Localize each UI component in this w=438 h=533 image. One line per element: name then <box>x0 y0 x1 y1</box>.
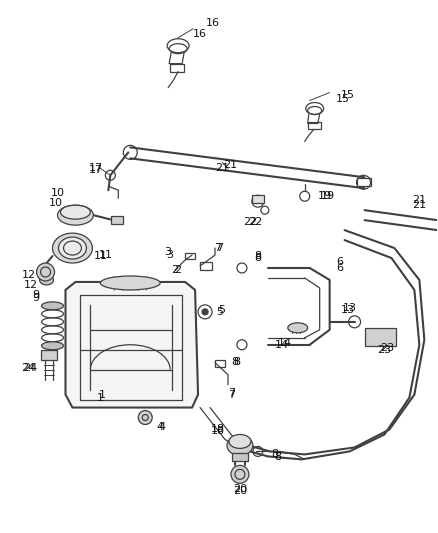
Polygon shape <box>66 282 198 408</box>
Text: 4: 4 <box>157 423 164 432</box>
Circle shape <box>202 309 208 315</box>
Text: 14: 14 <box>275 340 289 350</box>
Ellipse shape <box>60 205 90 219</box>
Text: 15: 15 <box>341 90 355 100</box>
Text: 3: 3 <box>165 247 172 257</box>
Text: 16: 16 <box>206 18 220 28</box>
Text: 7: 7 <box>228 387 236 398</box>
Text: 16: 16 <box>193 29 207 39</box>
Text: 8: 8 <box>231 357 239 367</box>
Text: 5: 5 <box>219 305 226 315</box>
Text: 22: 22 <box>248 217 262 227</box>
Text: 10: 10 <box>50 188 64 198</box>
Text: 21: 21 <box>223 160 237 171</box>
Bar <box>364 328 396 346</box>
Text: 14: 14 <box>278 338 292 348</box>
Text: 3: 3 <box>166 250 173 260</box>
Text: 21: 21 <box>215 163 229 173</box>
Text: 24: 24 <box>24 362 38 373</box>
Text: 19: 19 <box>318 191 332 201</box>
Ellipse shape <box>42 342 64 350</box>
Text: 13: 13 <box>343 303 357 313</box>
Text: 23: 23 <box>378 345 392 355</box>
Text: 10: 10 <box>49 198 63 208</box>
Text: 8: 8 <box>254 251 261 261</box>
Text: 1: 1 <box>99 390 106 400</box>
Bar <box>111 216 124 224</box>
Text: 24: 24 <box>21 362 36 373</box>
Text: 6: 6 <box>336 257 343 267</box>
Text: 19: 19 <box>321 191 335 201</box>
Text: 7: 7 <box>216 243 223 253</box>
Text: 8: 8 <box>233 357 240 367</box>
Ellipse shape <box>42 302 64 310</box>
Ellipse shape <box>227 435 253 455</box>
Bar <box>308 123 321 130</box>
Text: 12: 12 <box>21 270 35 280</box>
Circle shape <box>37 263 54 281</box>
Bar <box>357 178 371 186</box>
Text: 2: 2 <box>172 265 179 275</box>
Text: 18: 18 <box>211 426 225 437</box>
Text: 11: 11 <box>99 250 113 260</box>
Ellipse shape <box>288 323 308 333</box>
Bar <box>170 63 184 71</box>
Text: 2: 2 <box>175 265 182 275</box>
Circle shape <box>138 410 152 424</box>
Ellipse shape <box>53 233 92 263</box>
Ellipse shape <box>100 276 160 290</box>
Circle shape <box>231 465 249 483</box>
Text: 20: 20 <box>233 484 247 494</box>
Text: 11: 11 <box>93 251 107 261</box>
Text: 21: 21 <box>412 195 427 205</box>
Text: 17: 17 <box>88 165 102 175</box>
Text: 23: 23 <box>380 343 395 353</box>
Bar <box>232 454 248 462</box>
Ellipse shape <box>59 237 86 259</box>
Bar <box>215 360 225 367</box>
Text: 15: 15 <box>336 93 350 103</box>
Ellipse shape <box>229 434 251 448</box>
Text: 8: 8 <box>274 453 281 463</box>
Text: 7: 7 <box>228 390 236 400</box>
Ellipse shape <box>57 205 93 225</box>
Text: 20: 20 <box>233 486 247 496</box>
Text: 21: 21 <box>412 200 427 210</box>
Text: 9: 9 <box>32 290 39 300</box>
Bar <box>185 253 195 259</box>
Text: 12: 12 <box>24 280 38 290</box>
Bar <box>252 195 264 203</box>
Bar <box>200 262 212 270</box>
Text: 7: 7 <box>215 243 222 253</box>
Text: 8: 8 <box>254 253 261 263</box>
Text: 22: 22 <box>243 217 257 227</box>
Text: 9: 9 <box>32 293 39 303</box>
Text: 17: 17 <box>88 163 102 173</box>
Text: 4: 4 <box>159 423 166 432</box>
Text: 6: 6 <box>336 263 343 273</box>
Bar <box>41 350 57 360</box>
Ellipse shape <box>39 275 53 285</box>
Text: 18: 18 <box>211 424 225 434</box>
Text: 8: 8 <box>271 449 279 459</box>
Text: 13: 13 <box>341 305 355 315</box>
Text: 1: 1 <box>97 393 104 402</box>
Text: 5: 5 <box>216 307 223 317</box>
